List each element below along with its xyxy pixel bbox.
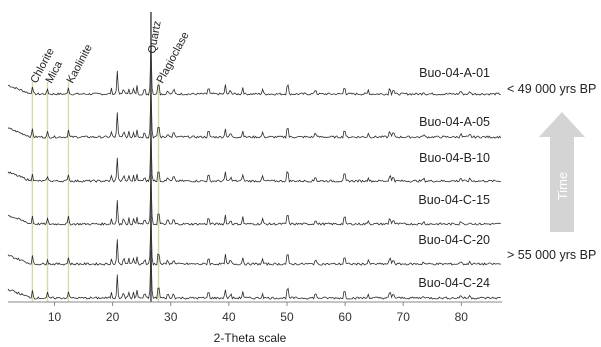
x-tick-label: 80: [455, 310, 469, 324]
x-axis: 10 20 30 40 50 60 70 80: [8, 301, 502, 324]
series-label-buo-04-a-01: Buo-04-A-01: [419, 66, 490, 80]
x-tick-label: 60: [338, 310, 352, 324]
time-arrow-shape: [539, 112, 585, 232]
x-tick-label: 40: [222, 310, 236, 324]
series-label-buo-04-c-24: Buo-04-C-24: [418, 276, 490, 290]
mineral-label-kaolinite: Kaolinite: [64, 43, 94, 86]
time-arrow-label: Time: [555, 172, 570, 200]
x-tick-label: 10: [48, 310, 62, 324]
series-label-buo-04-a-05: Buo-04-A-05: [419, 115, 490, 129]
age-label: > 55 000 yrs BP: [507, 248, 596, 262]
trace-buo-04-a-01: [7, 45, 501, 97]
x-tick-label: 50: [280, 310, 294, 324]
mineral-label-quartz: Quartz: [146, 20, 164, 55]
age-label: < 49 000 yrs BP: [507, 82, 596, 96]
series-label-buo-04-b-10: Buo-04-B-10: [419, 151, 490, 165]
time-arrow: Time: [539, 112, 585, 232]
series-label-buo-04-c-20: Buo-04-C-20: [418, 233, 490, 247]
x-tick-label: 30: [164, 310, 178, 324]
x-tick-label: 70: [397, 310, 411, 324]
trace-buo-04-c-24: [7, 250, 501, 300]
trace-buo-04-c-20: [7, 215, 501, 266]
trace-buo-04-c-15: [7, 174, 501, 226]
sample-labels: Buo-04-A-01 Buo-04-A-05 Buo-04-B-10 Buo-04-…: [418, 66, 490, 290]
trace-buo-04-b-10: [7, 133, 501, 183]
series-label-buo-04-c-15: Buo-04-C-15: [418, 193, 490, 207]
x-axis-title: 2-Theta scale: [214, 331, 287, 345]
diffraction-traces: [7, 45, 502, 300]
age-labels: < 49 000 yrs BP > 55 000 yrs BP: [507, 82, 596, 262]
x-tick-label: 20: [106, 310, 120, 324]
trace-buo-04-a-05: [7, 89, 502, 139]
